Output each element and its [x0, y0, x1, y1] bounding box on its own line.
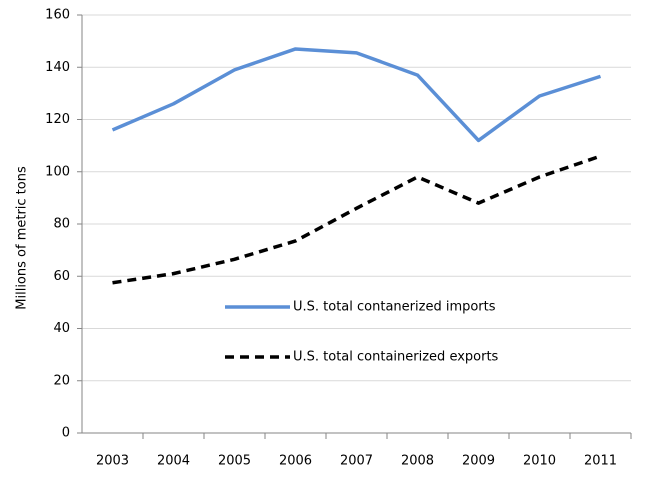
legend-label: U.S. total containerized exports — [293, 350, 499, 365]
y-tick-label: 0 — [62, 426, 70, 441]
x-tick-label: 2008 — [401, 454, 434, 469]
y-tick-label: 80 — [53, 217, 70, 232]
y-tick-label: 20 — [53, 373, 70, 388]
y-tick-label: 120 — [45, 112, 70, 127]
x-tick-label: 2009 — [462, 454, 495, 469]
x-tick-label: 2010 — [523, 454, 556, 469]
x-tick-label: 2003 — [96, 454, 129, 469]
y-tick-label: 160 — [45, 8, 70, 23]
y-axis-title: Millions of metric tons — [15, 166, 30, 310]
x-tick-label: 2007 — [340, 454, 373, 469]
y-tick-label: 100 — [45, 164, 70, 179]
x-tick-label: 2004 — [157, 454, 190, 469]
x-tick-label: 2006 — [279, 454, 312, 469]
y-tick-label: 40 — [53, 321, 70, 336]
data-line — [112, 154, 602, 285]
y-tick-label: 60 — [53, 269, 70, 284]
legend-label: U.S. total contanerized imports — [293, 300, 496, 315]
data-line — [111, 47, 602, 143]
y-tick-label: 140 — [45, 60, 70, 75]
x-tick-label: 2011 — [584, 454, 617, 469]
x-tick-label: 2005 — [218, 454, 251, 469]
